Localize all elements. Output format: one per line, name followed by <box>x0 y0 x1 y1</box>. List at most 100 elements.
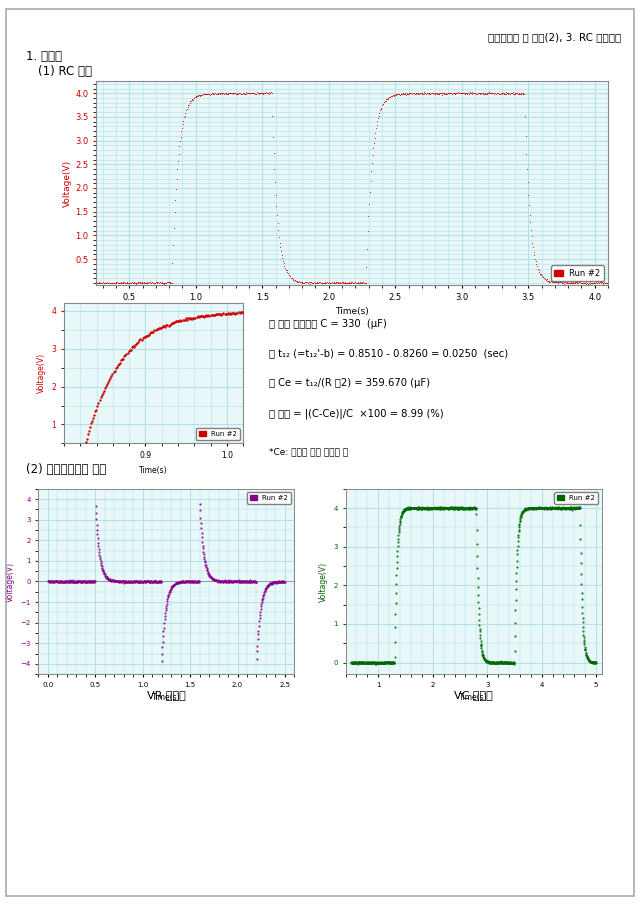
Point <box>481 653 492 668</box>
Point <box>430 501 440 516</box>
Point <box>113 575 124 589</box>
Point <box>47 575 57 589</box>
Point <box>572 276 582 291</box>
Point <box>581 648 591 662</box>
Point <box>160 609 170 624</box>
Point <box>520 502 530 517</box>
Point <box>104 572 115 586</box>
Point <box>236 574 246 588</box>
Point <box>374 656 385 671</box>
Point <box>214 574 225 588</box>
Point <box>399 503 410 518</box>
Point <box>252 85 262 100</box>
Point <box>561 276 571 291</box>
Point <box>116 574 127 588</box>
Point <box>282 263 292 278</box>
Point <box>454 500 464 515</box>
Point <box>71 575 81 589</box>
Point <box>435 500 445 515</box>
Point <box>590 275 600 290</box>
Point <box>352 656 362 671</box>
Point <box>50 574 60 588</box>
Point <box>451 86 461 100</box>
Point <box>253 633 263 647</box>
Point <box>498 656 508 671</box>
Point <box>193 574 203 588</box>
Point <box>164 275 174 290</box>
Point <box>550 500 560 515</box>
Point <box>121 574 131 588</box>
Point <box>110 275 120 290</box>
Point <box>518 504 528 519</box>
Point <box>167 578 177 593</box>
Point <box>243 86 253 100</box>
Point <box>244 86 254 100</box>
Point <box>509 86 520 100</box>
Point <box>492 654 502 669</box>
Point <box>498 655 508 670</box>
Point <box>589 655 599 670</box>
Point <box>436 501 446 516</box>
Point <box>225 574 236 588</box>
Point <box>403 86 413 100</box>
Text: (1) RC 회로: (1) RC 회로 <box>38 65 92 78</box>
Point <box>92 398 102 413</box>
Point <box>239 575 249 589</box>
Point <box>194 574 204 588</box>
Point <box>472 549 482 564</box>
Point <box>175 575 186 589</box>
Point <box>333 275 343 290</box>
Point <box>99 564 109 578</box>
Point <box>107 573 117 587</box>
Point <box>439 86 449 100</box>
Point <box>142 329 152 344</box>
Point <box>245 86 255 100</box>
Point <box>440 501 451 516</box>
Point <box>581 276 591 291</box>
Point <box>230 574 240 588</box>
Point <box>59 575 69 589</box>
Point <box>159 615 170 630</box>
Point <box>453 501 463 516</box>
Point <box>345 276 355 291</box>
Point <box>84 420 95 434</box>
Point <box>191 575 201 589</box>
Point <box>224 86 234 100</box>
Point <box>285 271 296 285</box>
Point <box>523 501 533 516</box>
Point <box>459 500 469 515</box>
Point <box>138 275 148 290</box>
Point <box>426 501 436 516</box>
Point <box>442 500 452 515</box>
Point <box>130 575 140 589</box>
Point <box>151 574 161 588</box>
Point <box>499 655 509 670</box>
Point <box>330 276 340 291</box>
Point <box>274 575 284 589</box>
Point <box>386 656 396 671</box>
Point <box>384 655 394 670</box>
Point <box>584 653 595 668</box>
Point <box>230 574 241 588</box>
Point <box>585 654 595 669</box>
Point <box>577 586 587 600</box>
Point <box>465 500 476 515</box>
Point <box>124 575 134 589</box>
Point <box>403 86 413 100</box>
Point <box>404 501 415 516</box>
Point <box>504 656 515 671</box>
Point <box>163 319 173 333</box>
Point <box>48 574 58 588</box>
Point <box>552 501 562 516</box>
Point <box>473 587 483 602</box>
Point <box>488 86 498 100</box>
Point <box>348 275 358 290</box>
Point <box>499 87 509 101</box>
Point <box>269 576 280 590</box>
Point <box>500 86 511 100</box>
Point <box>470 500 480 515</box>
Point <box>163 274 173 289</box>
Point <box>174 575 184 589</box>
Point <box>185 574 195 588</box>
Point <box>67 456 77 471</box>
